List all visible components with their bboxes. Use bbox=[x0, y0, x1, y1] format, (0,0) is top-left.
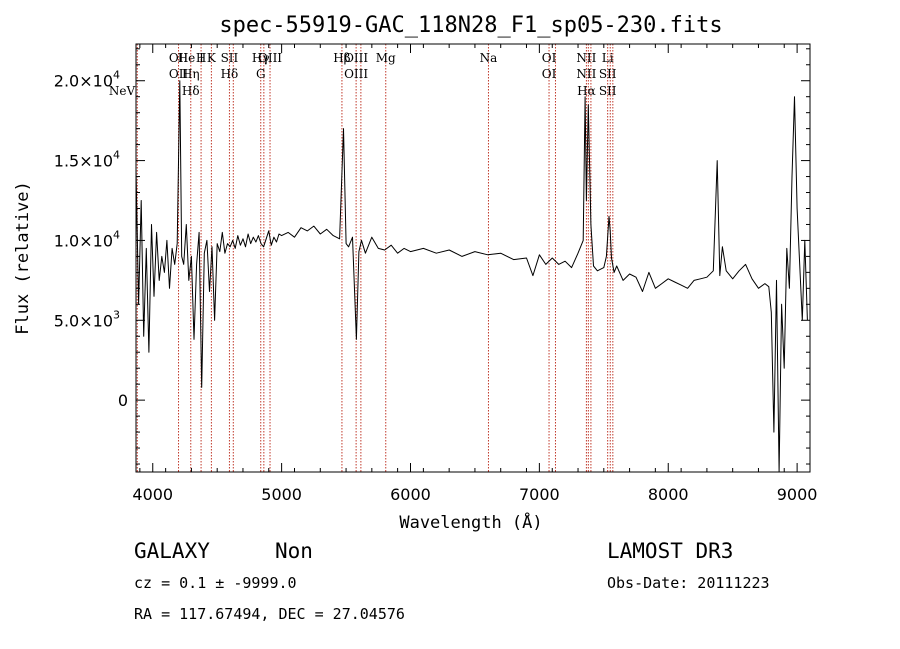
y-axis-label: Flux (relative) bbox=[13, 181, 33, 335]
emission-line-label: SII bbox=[599, 84, 617, 98]
emission-line-label: NII bbox=[576, 51, 596, 65]
emission-line-label: Hδ bbox=[182, 84, 200, 98]
axes: 4000 5000 6000 7000 8000 900005.0×1031.0×1041… bbox=[54, 43, 818, 504]
emission-line-label: H bbox=[196, 51, 206, 65]
object-subclass: Non bbox=[275, 539, 313, 563]
emission-line-label: Mg bbox=[376, 51, 396, 65]
plot-frame bbox=[135, 43, 811, 473]
survey-label: LAMOST DR3 bbox=[607, 539, 733, 563]
emission-line-label: Hβ bbox=[333, 51, 350, 65]
emission-line-label: Hη bbox=[182, 67, 200, 81]
x-tick-label: 4000 bbox=[132, 485, 173, 504]
emission-line-label: SII bbox=[599, 67, 617, 81]
emission-line-label: Hγ bbox=[252, 51, 270, 65]
x-tick-label: 5000 bbox=[261, 485, 302, 504]
y-tick-exponent: 3 bbox=[113, 308, 120, 321]
y-tick-label: 5.0×103 bbox=[54, 308, 120, 330]
emission-line-label: K bbox=[207, 51, 217, 65]
y-tick-mantissa: 5.0×10 bbox=[54, 311, 113, 330]
y-tick-mantissa: 1.0×10 bbox=[54, 231, 113, 250]
emission-line-label: Hα bbox=[577, 84, 596, 98]
y-tick-label: 1.5×104 bbox=[54, 149, 120, 171]
spectrum-series bbox=[135, 80, 808, 473]
y-tick-label: 2.0×104 bbox=[54, 69, 120, 91]
chart-title: spec-55919-GAC_118N28_F1_sp05-230.fits bbox=[219, 13, 722, 38]
object-class: GALAXY bbox=[134, 539, 210, 563]
emission-line-label: OI bbox=[542, 67, 557, 81]
x-axis-label: Wavelength (Å) bbox=[399, 511, 542, 533]
emission-line-label: OII bbox=[169, 67, 189, 81]
ra-dec-text: RA = 117.67494, DEC = 27.04576 bbox=[134, 605, 405, 623]
obs-date-text: Obs-Date: 20111223 bbox=[607, 574, 770, 592]
spectrum-line bbox=[135, 80, 808, 473]
emission-line-label: NII bbox=[576, 67, 596, 81]
emission-line-label: Hδ bbox=[221, 67, 239, 81]
emission-line-label: OIII bbox=[344, 51, 368, 65]
emission-line-label: Li bbox=[602, 51, 614, 65]
emission-line-label: OIII bbox=[344, 67, 368, 81]
emission-line-label: OI bbox=[542, 51, 557, 65]
y-tick-exponent: 4 bbox=[113, 149, 120, 162]
y-tick-mantissa: 1.5×10 bbox=[54, 152, 113, 171]
emission-line-label: Na bbox=[480, 51, 498, 65]
y-tick-mantissa: 2.0×10 bbox=[54, 72, 113, 91]
emission-line-label: NeV bbox=[109, 84, 136, 98]
emission-line-label: He I bbox=[178, 51, 204, 65]
y-tick-label: 1.0×104 bbox=[54, 228, 120, 250]
y-tick-exponent: 4 bbox=[113, 69, 120, 82]
x-tick-label: 6000 bbox=[390, 485, 431, 504]
emission-line-label: OII bbox=[169, 51, 189, 65]
emission-line-label: OIII bbox=[258, 51, 282, 65]
x-tick-label: 9000 bbox=[777, 485, 818, 504]
y-tick-exponent: 4 bbox=[113, 228, 120, 241]
y-tick-mantissa: 0 bbox=[118, 391, 128, 410]
redshift-text: cz = 0.1 ± -9999.0 bbox=[134, 574, 297, 592]
x-tick-label: 8000 bbox=[648, 485, 689, 504]
emission-line-label: G bbox=[256, 67, 266, 81]
emission-line-label: SII bbox=[221, 51, 239, 65]
x-tick-label: 7000 bbox=[519, 485, 560, 504]
y-tick-label: 0 bbox=[118, 391, 128, 410]
